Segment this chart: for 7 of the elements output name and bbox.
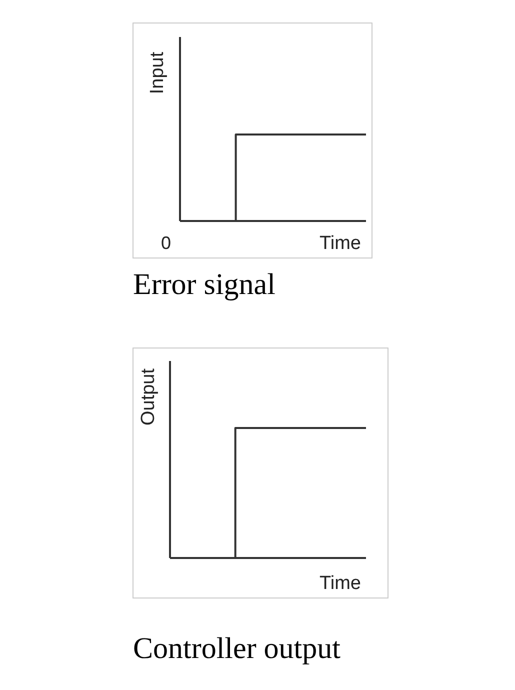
y-axis-title: Output <box>138 368 159 426</box>
y-axis-title: Input <box>147 51 168 94</box>
x-axis-title: Time <box>319 573 361 594</box>
text: Error signal <box>133 268 276 301</box>
text: Controller output <box>133 632 342 665</box>
text: 0 <box>160 233 172 253</box>
x-axis-title: Time <box>319 233 361 254</box>
